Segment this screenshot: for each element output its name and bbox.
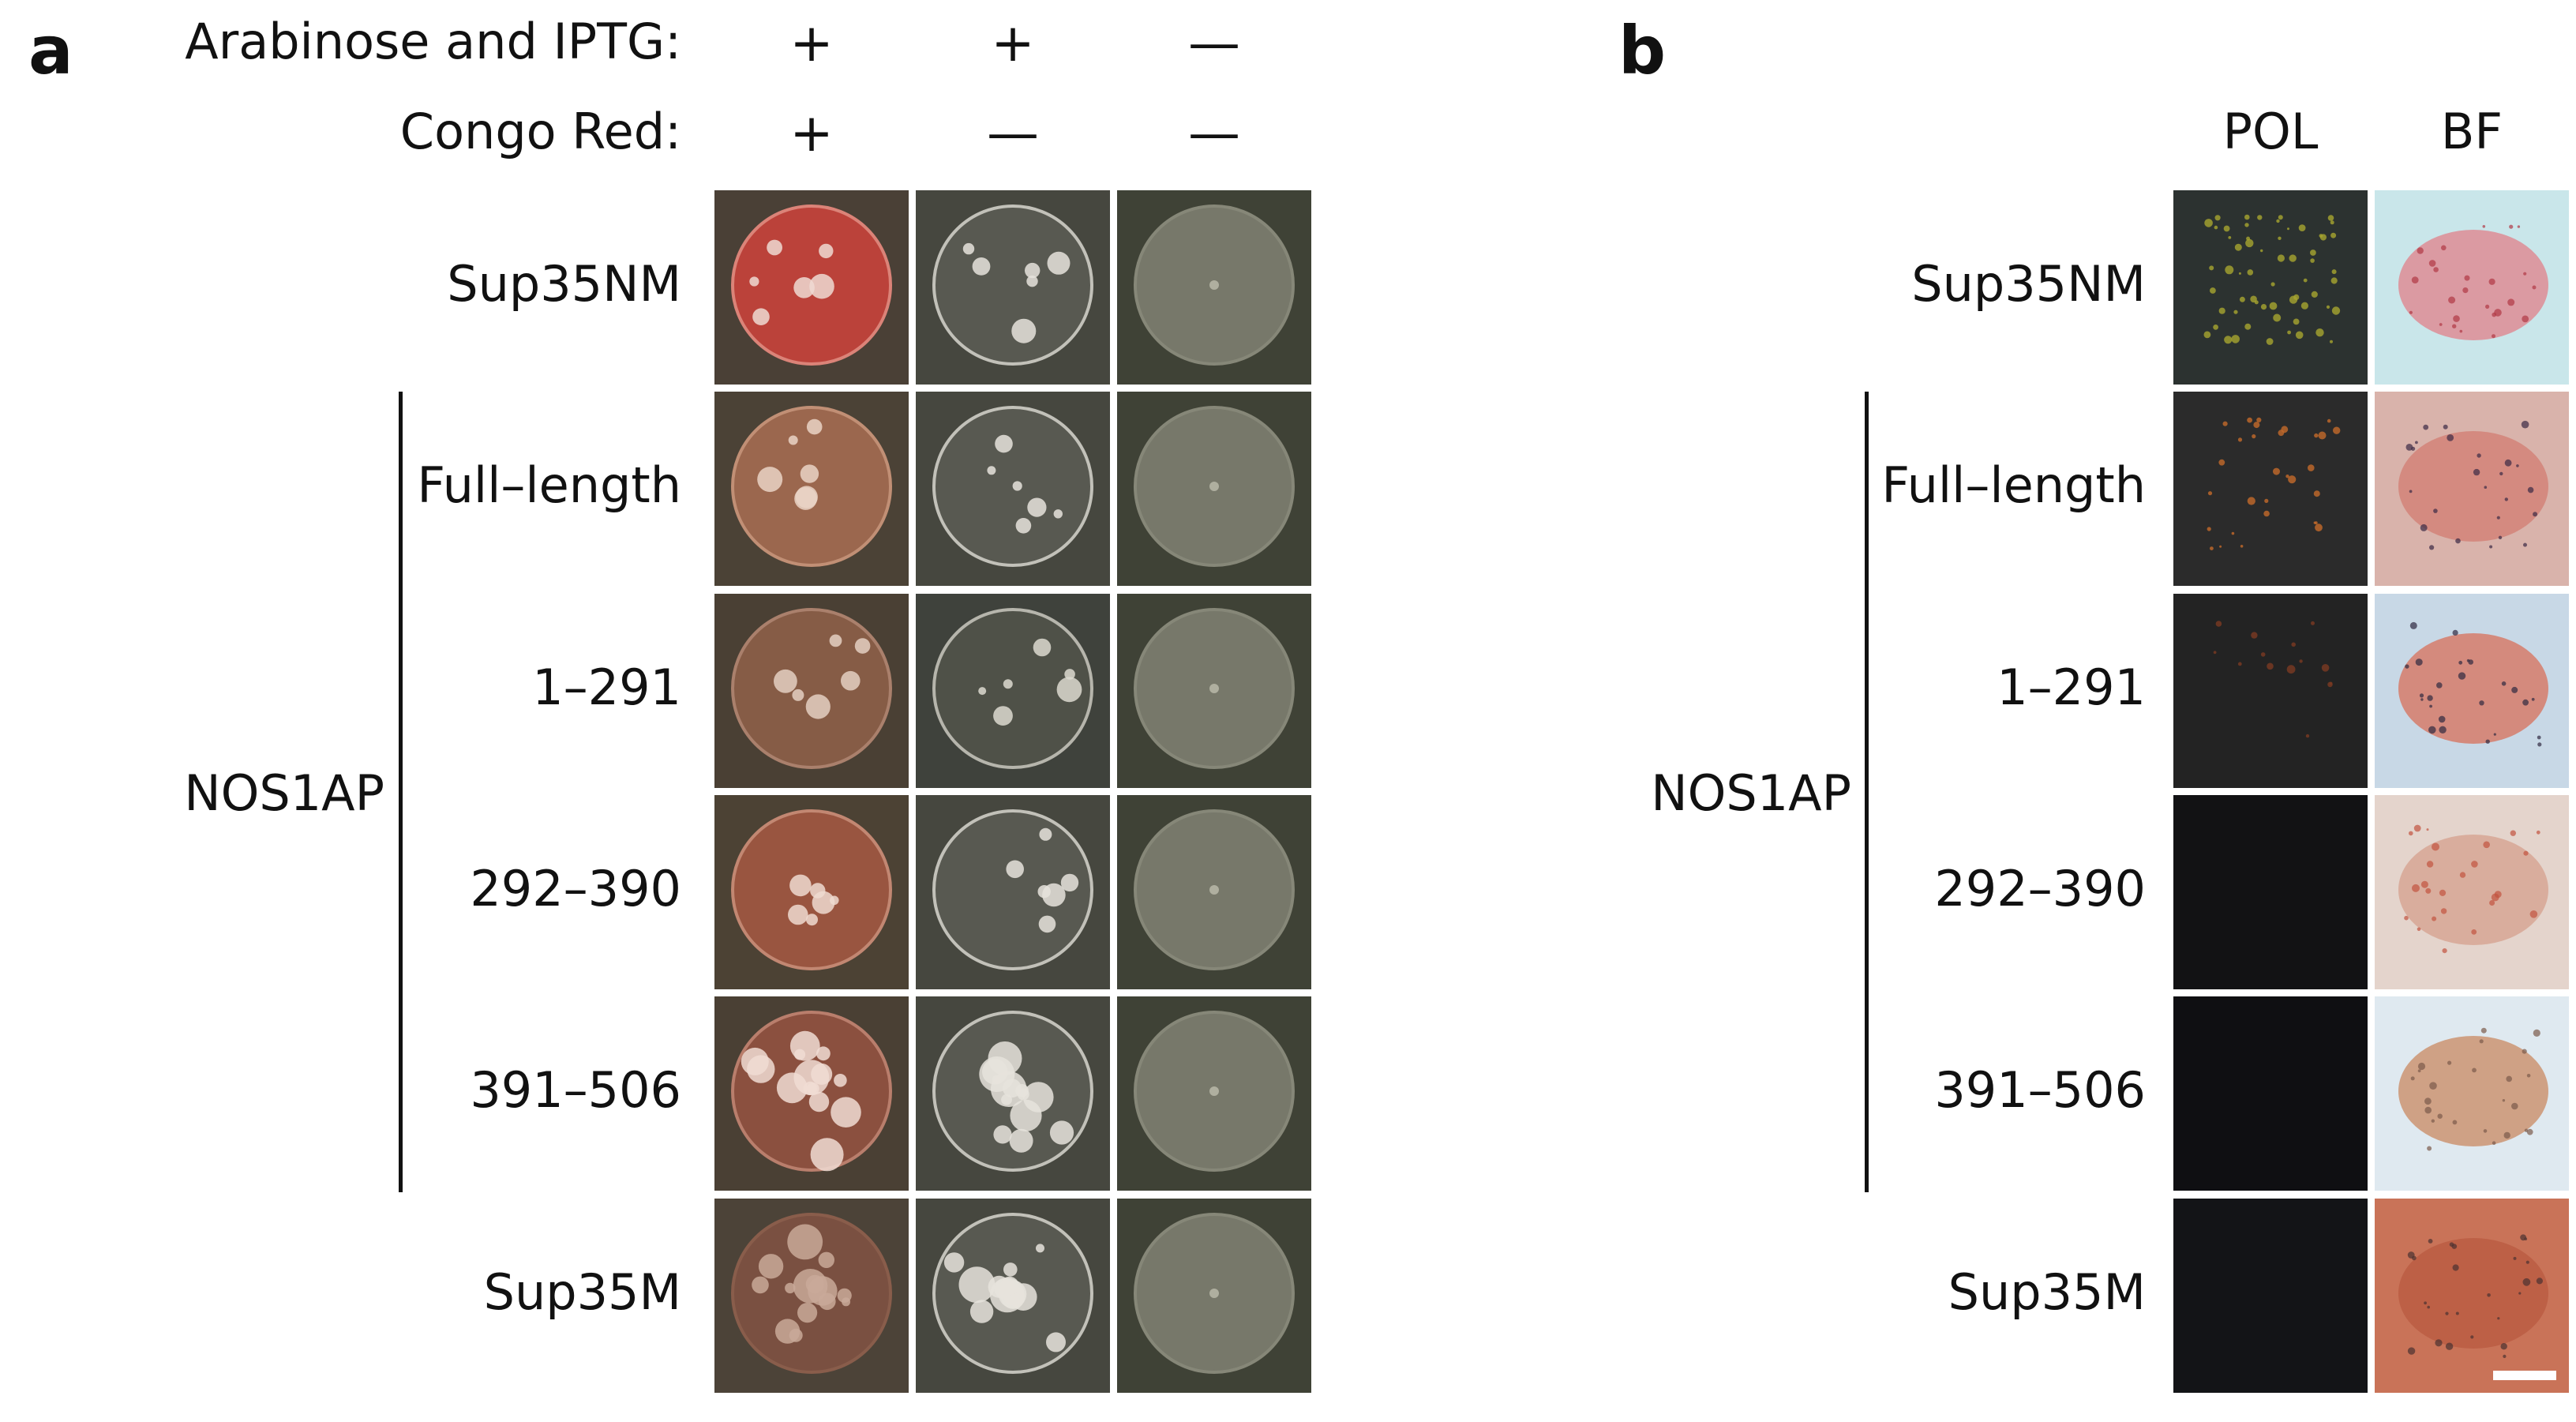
b-row-label-sup35nm: Sup35NM [1911, 255, 2146, 313]
a-row-label-391-506: 391–506 [470, 1061, 681, 1119]
a-row-label-full-length: Full–length [417, 456, 681, 514]
treatment-label-arabinose-iptg: Arabinose and IPTG: [185, 13, 681, 70]
pol-image-r2 [2173, 392, 2368, 586]
pol-image-r5 [2173, 996, 2368, 1191]
b-nos1ap-bracket [1865, 392, 1869, 1192]
a-row-label-sup35nm: Sup35NM [447, 255, 681, 313]
plate-image-r3-c3 [1117, 594, 1311, 788]
plate-image-r5-c2 [916, 996, 1110, 1191]
a-row-label-292-390: 292–390 [470, 860, 681, 917]
bf-image-r5 [2375, 996, 2569, 1191]
panel-b-letter: b [1618, 12, 1667, 89]
b-row-label-292-390: 292–390 [1934, 860, 2146, 917]
plate-image-r3-c2 [916, 594, 1110, 788]
pol-image-r4 [2173, 795, 2368, 989]
b-row-label-sup35m: Sup35M [1948, 1263, 2146, 1321]
plate-image-r4-c1 [714, 795, 909, 989]
b-group-label-nos1ap: NOS1AP [1651, 764, 1851, 822]
plate-image-r5-c1 [714, 996, 909, 1191]
plate-image-r6-c1 [714, 1199, 909, 1393]
b-row-label-391-506: 391–506 [1934, 1061, 2146, 1119]
pol-image-r6 [2173, 1199, 2368, 1393]
a-row-label-sup35m: Sup35M [483, 1263, 681, 1321]
arabinose-col3-symbol: — [1188, 13, 1240, 73]
plate-image-r5-c3 [1117, 996, 1311, 1191]
panel-a-letter: a [28, 12, 73, 89]
b-column-header-pol: POL [2222, 103, 2319, 160]
bf-image-r1 [2375, 190, 2569, 385]
scale-bar [2493, 1371, 2556, 1380]
plate-image-r4-c3 [1117, 795, 1311, 989]
plate-image-r3-c1 [714, 594, 909, 788]
plate-image-r2-c1 [714, 392, 909, 586]
plate-image-r6-c2 [916, 1199, 1110, 1393]
a-group-label-nos1ap: NOS1AP [184, 764, 384, 822]
congo-red-col2-symbol: — [987, 103, 1039, 163]
congo-red-col3-symbol: — [1188, 103, 1240, 163]
b-column-header-bf: BF [2440, 103, 2503, 160]
plate-image-r2-c3 [1117, 392, 1311, 586]
plate-image-r4-c2 [916, 795, 1110, 989]
treatment-label-congo-red: Congo Red: [399, 103, 681, 160]
plate-image-r1-c1 [714, 190, 909, 385]
plate-image-r2-c2 [916, 392, 1110, 586]
bf-image-r3 [2375, 594, 2569, 788]
pol-image-r3 [2173, 594, 2368, 788]
arabinose-col2-symbol: + [991, 13, 1035, 73]
congo-red-col1-symbol: + [789, 103, 834, 163]
pol-image-r1 [2173, 190, 2368, 385]
b-row-label-full-length: Full–length [1881, 456, 2146, 514]
a-nos1ap-bracket [399, 392, 403, 1192]
plate-image-r6-c3 [1117, 1199, 1311, 1393]
bf-image-r4 [2375, 795, 2569, 989]
bf-image-r6 [2375, 1199, 2569, 1393]
b-row-label-1-291: 1–291 [1997, 658, 2146, 716]
a-row-label-1-291: 1–291 [532, 658, 681, 716]
arabinose-col1-symbol: + [789, 13, 834, 73]
bf-image-r2 [2375, 392, 2569, 586]
plate-image-r1-c2 [916, 190, 1110, 385]
plate-image-r1-c3 [1117, 190, 1311, 385]
